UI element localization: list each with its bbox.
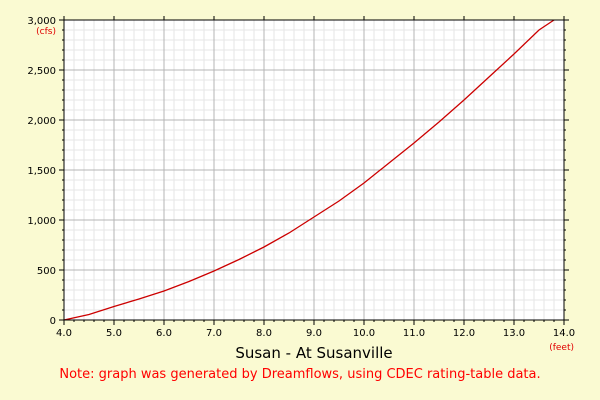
rating-curve-line <box>63 19 555 321</box>
x-tick-label: 13.0 <box>503 328 525 339</box>
x-tick-label: 14.0 <box>553 328 575 339</box>
x-tick-label: 9.0 <box>306 328 322 339</box>
y-tick-label: 1,000 <box>27 216 56 227</box>
x-tick-label: 10.0 <box>353 328 375 339</box>
x-tick-label: 6.0 <box>156 328 172 339</box>
y-tick-label: 1,500 <box>27 166 56 177</box>
x-tick-label: 11.0 <box>403 328 425 339</box>
y-tick-label: 3,000 <box>27 16 56 27</box>
y-axis-unit-label: (cfs) <box>36 27 56 37</box>
curve-layer <box>63 19 555 321</box>
axes <box>59 16 569 325</box>
y-tick-labels: 0 500 1,000 1,500 2,000 2,500 3,000 <box>27 16 56 327</box>
chart-note: Note: graph was generated by Dreamflows,… <box>59 367 540 382</box>
x-tick-label: 4.0 <box>56 328 72 339</box>
x-tick-label: 8.0 <box>256 328 272 339</box>
x-tick-label: 7.0 <box>206 328 222 339</box>
x-tick-label: 5.0 <box>106 328 122 339</box>
y-tick-label: 500 <box>37 266 56 277</box>
x-tick-label: 12.0 <box>453 328 475 339</box>
y-tick-label: 2,500 <box>27 66 56 77</box>
y-tick-label: 0 <box>50 316 56 327</box>
y-tick-label: 2,000 <box>27 116 56 127</box>
x-axis-unit-label: (feet) <box>549 343 574 353</box>
x-tick-labels: 4.0 5.0 6.0 7.0 8.0 9.0 10.0 11.0 12.0 13.0 14.0 <box>56 328 575 339</box>
chart-title: Susan - At Susanville <box>235 344 392 362</box>
